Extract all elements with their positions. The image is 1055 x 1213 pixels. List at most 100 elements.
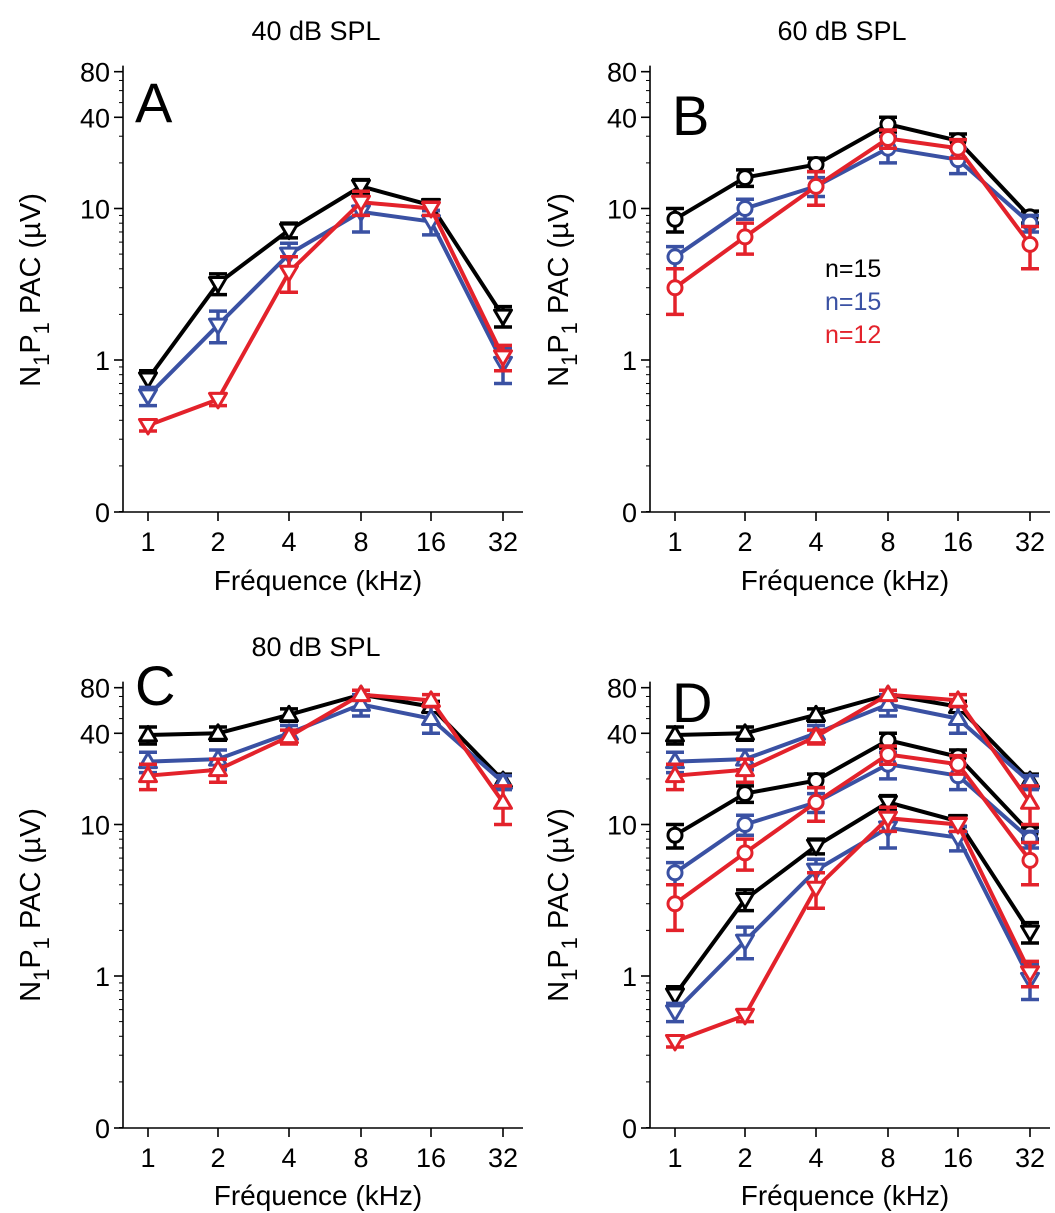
data-point <box>138 724 158 743</box>
data-point <box>878 810 898 829</box>
y-axis-label: N1P1 PAC (µV) <box>15 808 54 1002</box>
data-point <box>807 177 825 195</box>
x-tick-label: 1 <box>667 527 682 557</box>
x-axis-label: Fréquence (kHz) <box>741 565 950 596</box>
data-point <box>1021 235 1039 253</box>
series-line <box>146 184 505 381</box>
y-axis-label: N1P1 PAC (µV) <box>543 808 582 1002</box>
data-point <box>351 684 371 703</box>
data-point <box>493 308 513 327</box>
panel-letter: D <box>672 671 712 734</box>
panel-letter: A <box>135 71 173 134</box>
data-point <box>1020 965 1040 983</box>
series-line <box>674 702 1032 784</box>
data-point <box>208 759 228 778</box>
series-blue-triangle-down <box>665 810 1040 1024</box>
series-line <box>673 136 1032 290</box>
data-point <box>735 759 755 778</box>
data-point <box>806 838 826 857</box>
data-point <box>208 276 228 294</box>
data-point <box>878 694 898 712</box>
data-point <box>949 139 967 157</box>
x-tick-label: 8 <box>353 527 368 557</box>
data-point <box>208 317 228 336</box>
data-point <box>948 708 968 727</box>
series-black-triangle-down <box>138 177 513 391</box>
data-point <box>666 864 684 882</box>
data-point <box>666 210 684 228</box>
x-axis-label: Fréquence (kHz) <box>741 1180 950 1211</box>
y-tick-label: 10 <box>80 195 110 225</box>
data-point <box>735 933 755 952</box>
y-axis-label: N1P1 PAC (µV) <box>543 193 582 387</box>
y-tick-label: 1 <box>95 962 110 992</box>
x-tick-label: 4 <box>281 1143 296 1173</box>
data-point <box>421 708 441 727</box>
data-point <box>665 987 685 1005</box>
panel-letter: B <box>672 84 709 147</box>
data-point <box>736 169 754 187</box>
y-tick-label: 1 <box>95 346 110 376</box>
data-point <box>736 785 754 803</box>
panel-title: 60 dB SPL <box>777 16 906 46</box>
data-point <box>807 772 825 790</box>
x-tick-label: 16 <box>943 527 973 557</box>
series-line <box>674 816 1032 1044</box>
series-line <box>147 200 505 428</box>
x-tick-label: 4 <box>808 527 823 557</box>
series-line <box>673 122 1032 221</box>
data-point <box>493 349 513 367</box>
data-point <box>421 201 441 219</box>
series-line <box>146 209 505 398</box>
legend-entry: n=12 <box>825 321 881 349</box>
y-tick-label: 40 <box>80 103 110 133</box>
data-point <box>878 794 898 813</box>
x-tick-label: 2 <box>210 1143 225 1173</box>
data-point <box>665 1033 685 1052</box>
series-blue-triangle-up <box>665 692 1040 792</box>
series-line <box>147 702 505 784</box>
series-black-triangle-down <box>665 793 1040 1007</box>
x-tick-label: 16 <box>416 1143 446 1173</box>
x-tick-label: 32 <box>1015 527 1045 557</box>
data-point <box>1021 851 1039 869</box>
x-tick-label: 4 <box>281 527 296 557</box>
x-tick-label: 1 <box>140 527 155 557</box>
data-point <box>421 690 441 708</box>
y-tick-label: 1 <box>622 346 637 376</box>
data-point <box>736 844 754 862</box>
x-axis-label: Fréquence (kHz) <box>214 565 423 596</box>
y-tick-label: 1 <box>622 962 637 992</box>
series-red-triangle-up <box>665 684 1040 827</box>
panel-title: 40 dB SPL <box>251 16 380 46</box>
data-point <box>138 765 158 784</box>
data-point <box>736 228 754 246</box>
data-point <box>735 892 755 910</box>
series-red-triangle-down <box>138 189 513 436</box>
legend-entry: n=15 <box>825 255 881 283</box>
data-point <box>735 723 755 741</box>
data-point <box>1020 792 1040 810</box>
series-blue-circle <box>666 134 1039 271</box>
data-point <box>665 765 685 784</box>
series-line <box>147 692 505 804</box>
x-tick-label: 2 <box>737 1143 752 1173</box>
data-point <box>279 222 299 241</box>
y-tick-label: 10 <box>607 195 637 225</box>
data-point <box>878 684 898 703</box>
series-red-triangle-up <box>138 684 513 827</box>
x-tick-label: 16 <box>943 1143 973 1173</box>
series-line <box>674 692 1032 804</box>
y-tick-label: 40 <box>607 103 637 133</box>
y-tick-label: 0 <box>95 1114 110 1144</box>
y-tick-label: 10 <box>80 811 110 841</box>
y-tick-label: 80 <box>607 58 637 88</box>
x-axis-label: Fréquence (kHz) <box>214 1180 423 1211</box>
data-point <box>948 690 968 708</box>
data-point <box>351 194 371 213</box>
y-tick-label: 0 <box>95 498 110 528</box>
series-blue-triangle-up <box>138 692 513 792</box>
series-red-circle <box>666 128 1039 317</box>
